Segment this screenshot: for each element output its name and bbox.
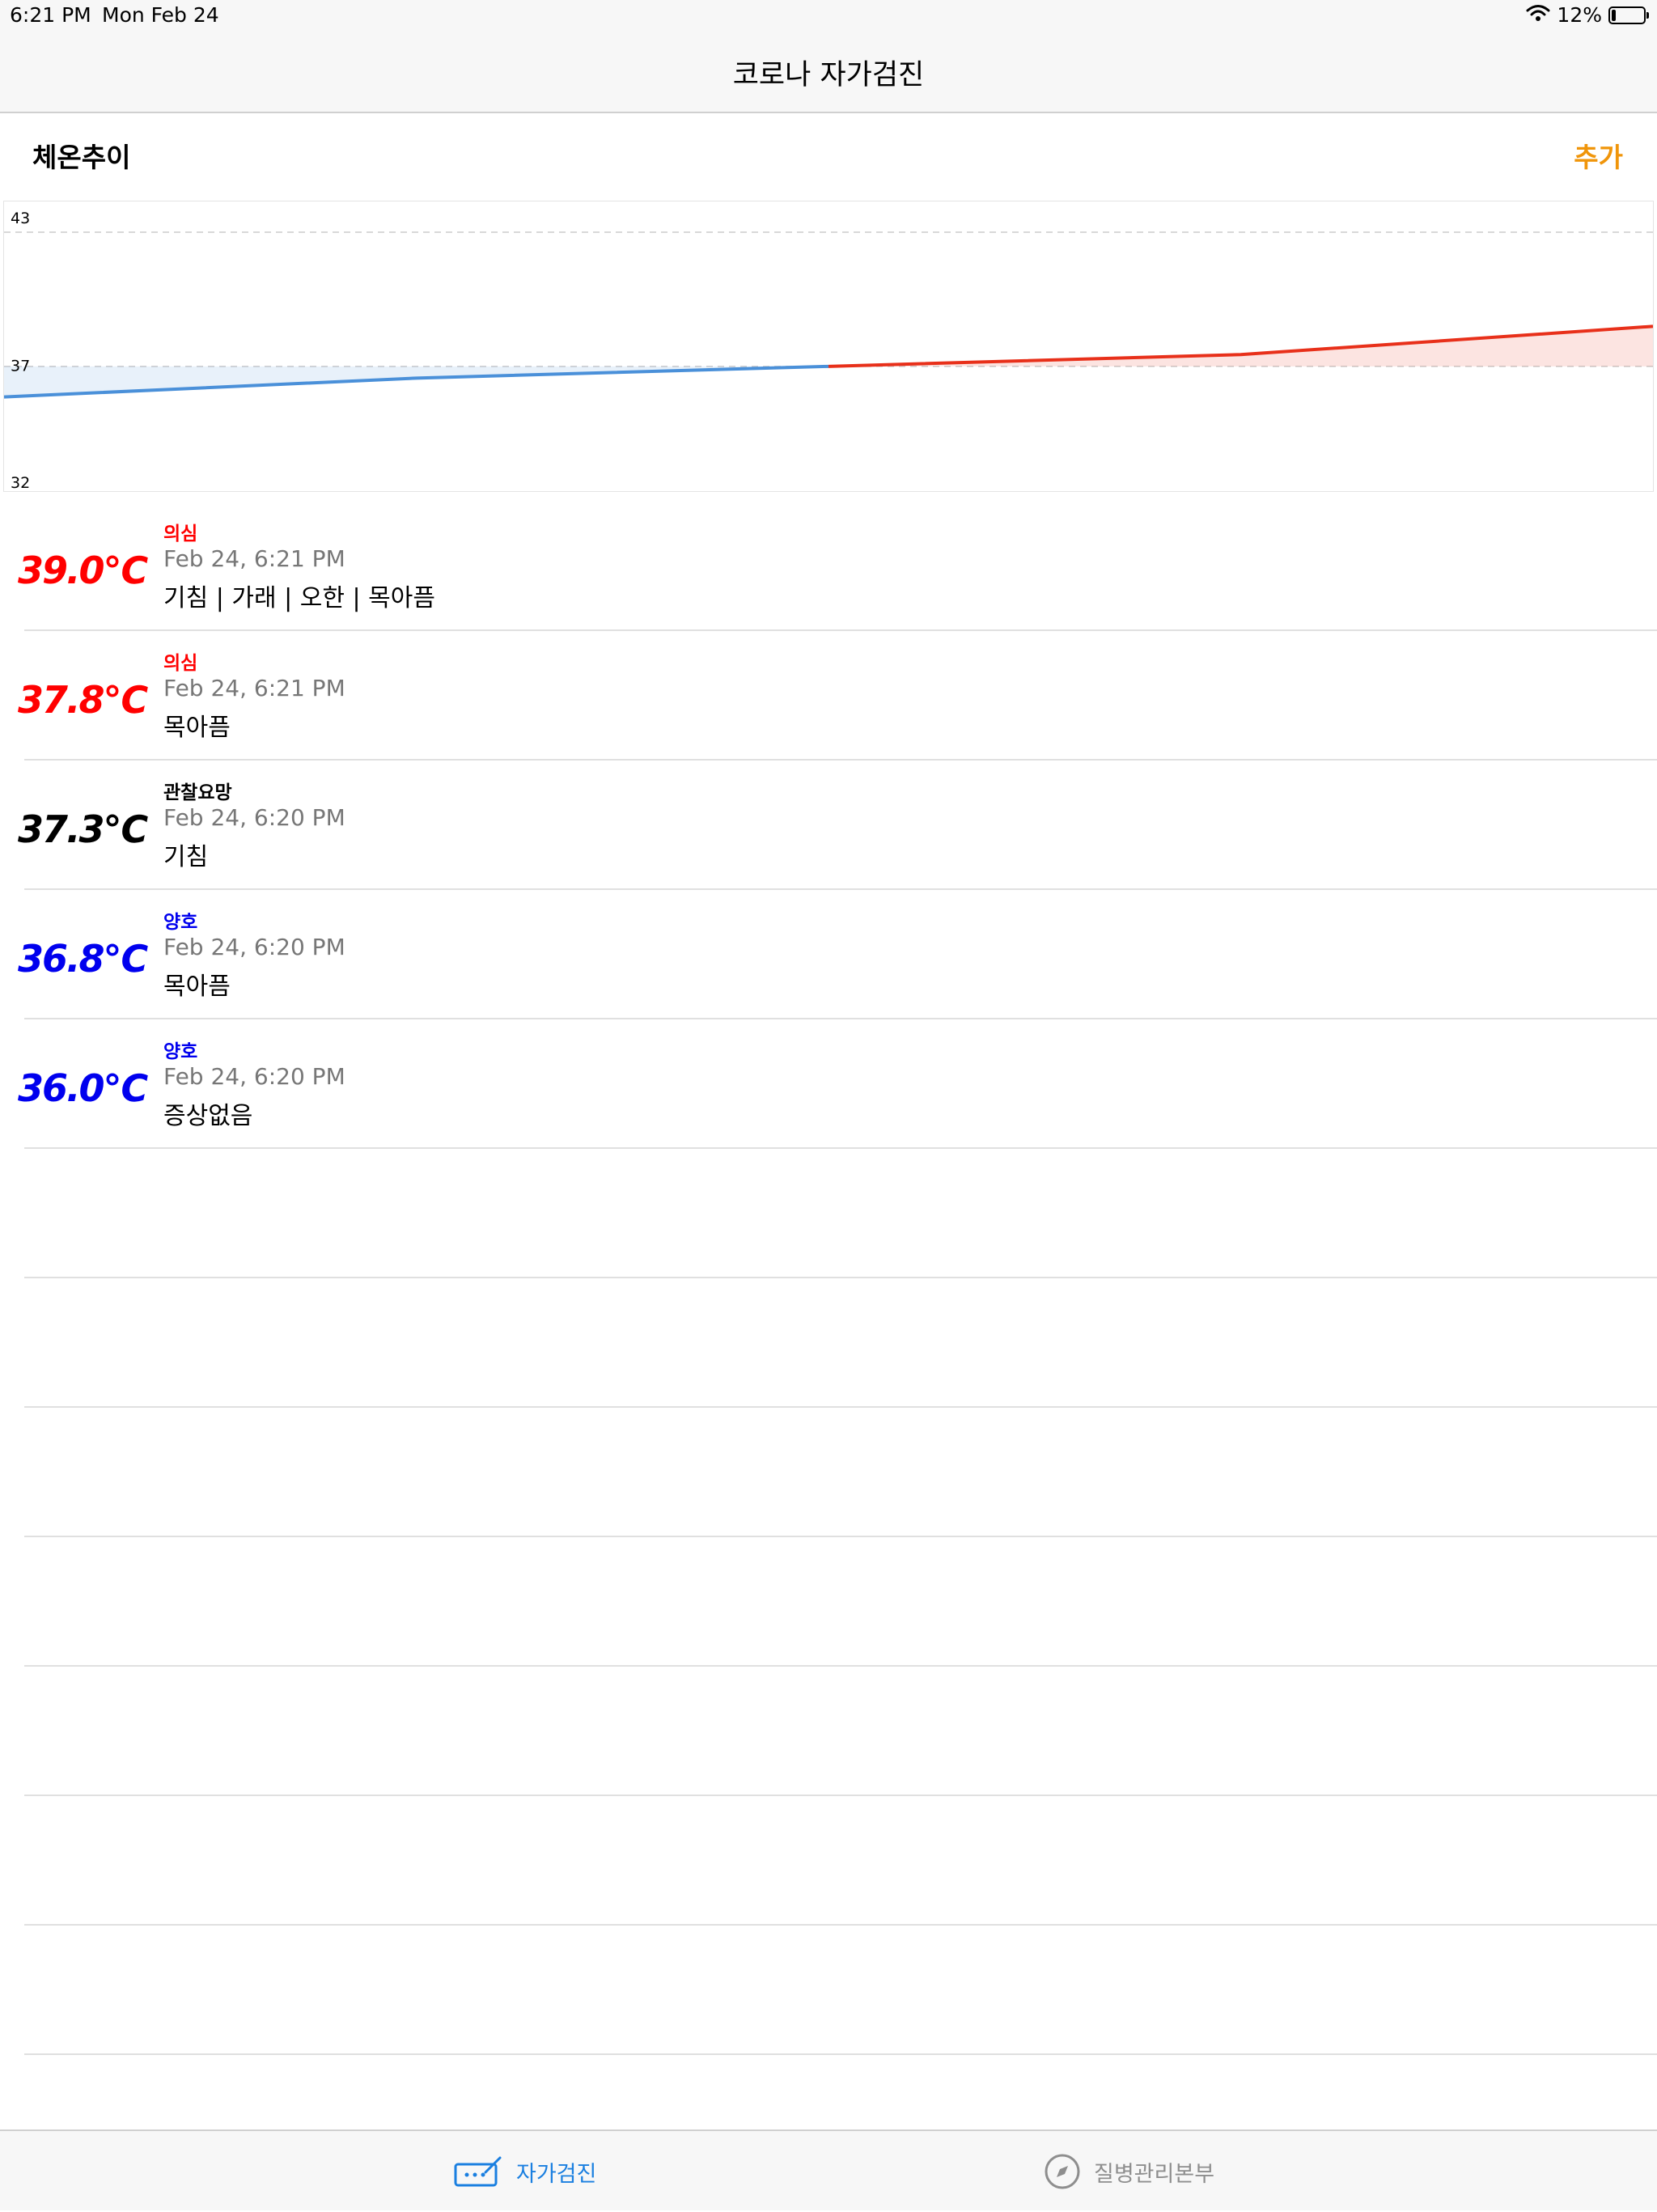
status-date: Mon Feb 24 (102, 3, 219, 27)
empty-row (24, 1926, 1657, 2055)
symptoms: 기침 (163, 837, 208, 872)
tab-kcdc-label: 질병관리본부 (1094, 2156, 1214, 2188)
section-title: 체온추이 (32, 136, 130, 175)
temperature-value: 36.8℃ (18, 937, 163, 981)
timestamp: Feb 24, 6:21 PM (163, 675, 345, 701)
tab-kcdc[interactable]: 질병관리본부 (1044, 2131, 1214, 2212)
status-label: 의심 (163, 647, 197, 675)
tab-bar: 자가검진 질병관리본부 (0, 2129, 1657, 2210)
empty-row (24, 1149, 1657, 1278)
status-time: 6:21 PM (10, 3, 91, 27)
status-label: 양호 (163, 906, 197, 934)
temperature-value: 37.8℃ (18, 678, 163, 722)
timestamp: Feb 24, 6:20 PM (163, 1063, 345, 1090)
symptoms: 목아픔 (163, 966, 231, 1002)
status-label: 관찰요망 (163, 777, 232, 804)
empty-row (24, 1796, 1657, 1926)
self-check-icon (453, 2155, 503, 2189)
compass-icon (1044, 2153, 1081, 2190)
battery-icon (1608, 6, 1646, 24)
symptoms: 증상없음 (163, 1095, 252, 1131)
empty-row (24, 1537, 1657, 1667)
wifi-icon (1526, 3, 1550, 27)
symptoms: 기침 | 가래 | 오한 | 목아픔 (163, 578, 435, 613)
battery-level (1612, 10, 1616, 21)
status-label: 의심 (163, 518, 197, 545)
temperature-value: 36.0℃ (18, 1066, 163, 1110)
above-threshold-fill (828, 326, 1653, 366)
temperature-value: 39.0℃ (18, 549, 163, 592)
empty-row (24, 1667, 1657, 1796)
status-indicators: 12% (1526, 3, 1646, 27)
y-tick-label: 43 (11, 210, 30, 227)
timestamp: Feb 24, 6:21 PM (163, 545, 345, 572)
empty-row (24, 1278, 1657, 1408)
empty-row (24, 1408, 1657, 1537)
temperature-chart: 43 37 32 (3, 201, 1654, 492)
timestamp: Feb 24, 6:20 PM (163, 804, 345, 831)
tab-self-check-label: 자가검진 (516, 2156, 596, 2188)
timestamp: Feb 24, 6:20 PM (163, 934, 345, 960)
chart-canvas: 43 37 32 (4, 201, 1653, 491)
navigation-bar: 코로나 자가검진 (0, 32, 1657, 113)
y-tick-label: 32 (11, 474, 30, 491)
page-title: 코로나 자가검진 (0, 52, 1657, 93)
temperature-value: 37.3℃ (18, 807, 163, 851)
symptoms: 목아픔 (163, 707, 231, 743)
status-bar: 6:21 PM Mon Feb 24 12% (0, 0, 1657, 32)
add-button[interactable]: 추가 (1574, 136, 1623, 175)
status-label: 양호 (163, 1036, 197, 1063)
tab-self-check[interactable]: 자가검진 (453, 2131, 596, 2212)
y-tick-label: 37 (11, 358, 30, 375)
battery-percent: 12% (1557, 3, 1602, 27)
